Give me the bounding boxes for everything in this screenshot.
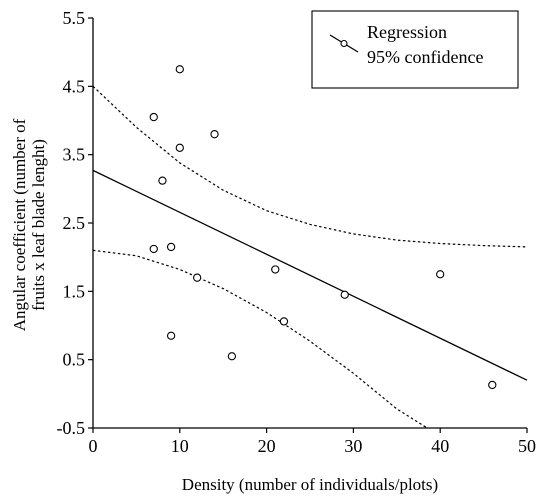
confidence-upper-group (92, 85, 528, 248)
x-tick-label: 40 (431, 436, 449, 456)
data-point (488, 380, 497, 390)
data-point (210, 130, 219, 139)
y-tick-label: 0.5 (63, 350, 86, 370)
data-points-group (149, 65, 497, 390)
x-tick-label: 50 (518, 436, 536, 456)
legend-entry-confidence: 95% confidence (367, 47, 483, 67)
legend-entry-regression: Regression (367, 22, 447, 42)
confidence-lower-line (92, 249, 428, 429)
y-tick-label: 4.5 (63, 76, 86, 96)
confidence-lower-group (92, 249, 428, 429)
data-point (158, 176, 167, 185)
axes: 0 10 20 30 40 50 -0.5 0.5 1.5 2.5 3.5 4.5 5.5 (57, 8, 537, 456)
x-tick-label: 0 (89, 436, 98, 456)
x-tick-label: 10 (171, 436, 189, 456)
y-tick-label: 2.5 (63, 213, 86, 233)
y-tick-label: 5.5 (63, 8, 86, 28)
data-point (149, 112, 158, 122)
x-tick-label: 30 (344, 436, 362, 456)
y-tick-label: 1.5 (63, 281, 86, 301)
data-point (166, 242, 176, 252)
data-point (149, 244, 158, 254)
legend-box (311, 10, 519, 89)
y-tick-label: 3.5 (63, 145, 86, 165)
regression-group (92, 169, 528, 381)
data-point (271, 265, 280, 274)
data-point (279, 317, 289, 326)
data-point (340, 290, 349, 299)
axis-labels: Density (number of individuals/plots) Ang… (10, 118, 438, 494)
legend: Regression 95% confidence (311, 10, 519, 89)
data-point (175, 65, 184, 74)
y-axis-label-line-1: Angular coefficient (number of (10, 118, 29, 331)
data-point (193, 273, 202, 282)
data-point (166, 331, 176, 340)
data-point (436, 270, 445, 279)
x-tick-label: 20 (258, 436, 276, 456)
data-point (227, 352, 237, 361)
x-axis-label: Density (number of individuals/plots) (182, 475, 438, 494)
legend-point-swatch (340, 39, 348, 48)
y-axis-label-line-2: fruits x leaf blade lenght) (29, 139, 48, 311)
confidence-upper-line (92, 85, 528, 248)
y-tick-label: -0.5 (57, 418, 86, 438)
data-point (175, 143, 184, 152)
regression-line (92, 169, 528, 381)
